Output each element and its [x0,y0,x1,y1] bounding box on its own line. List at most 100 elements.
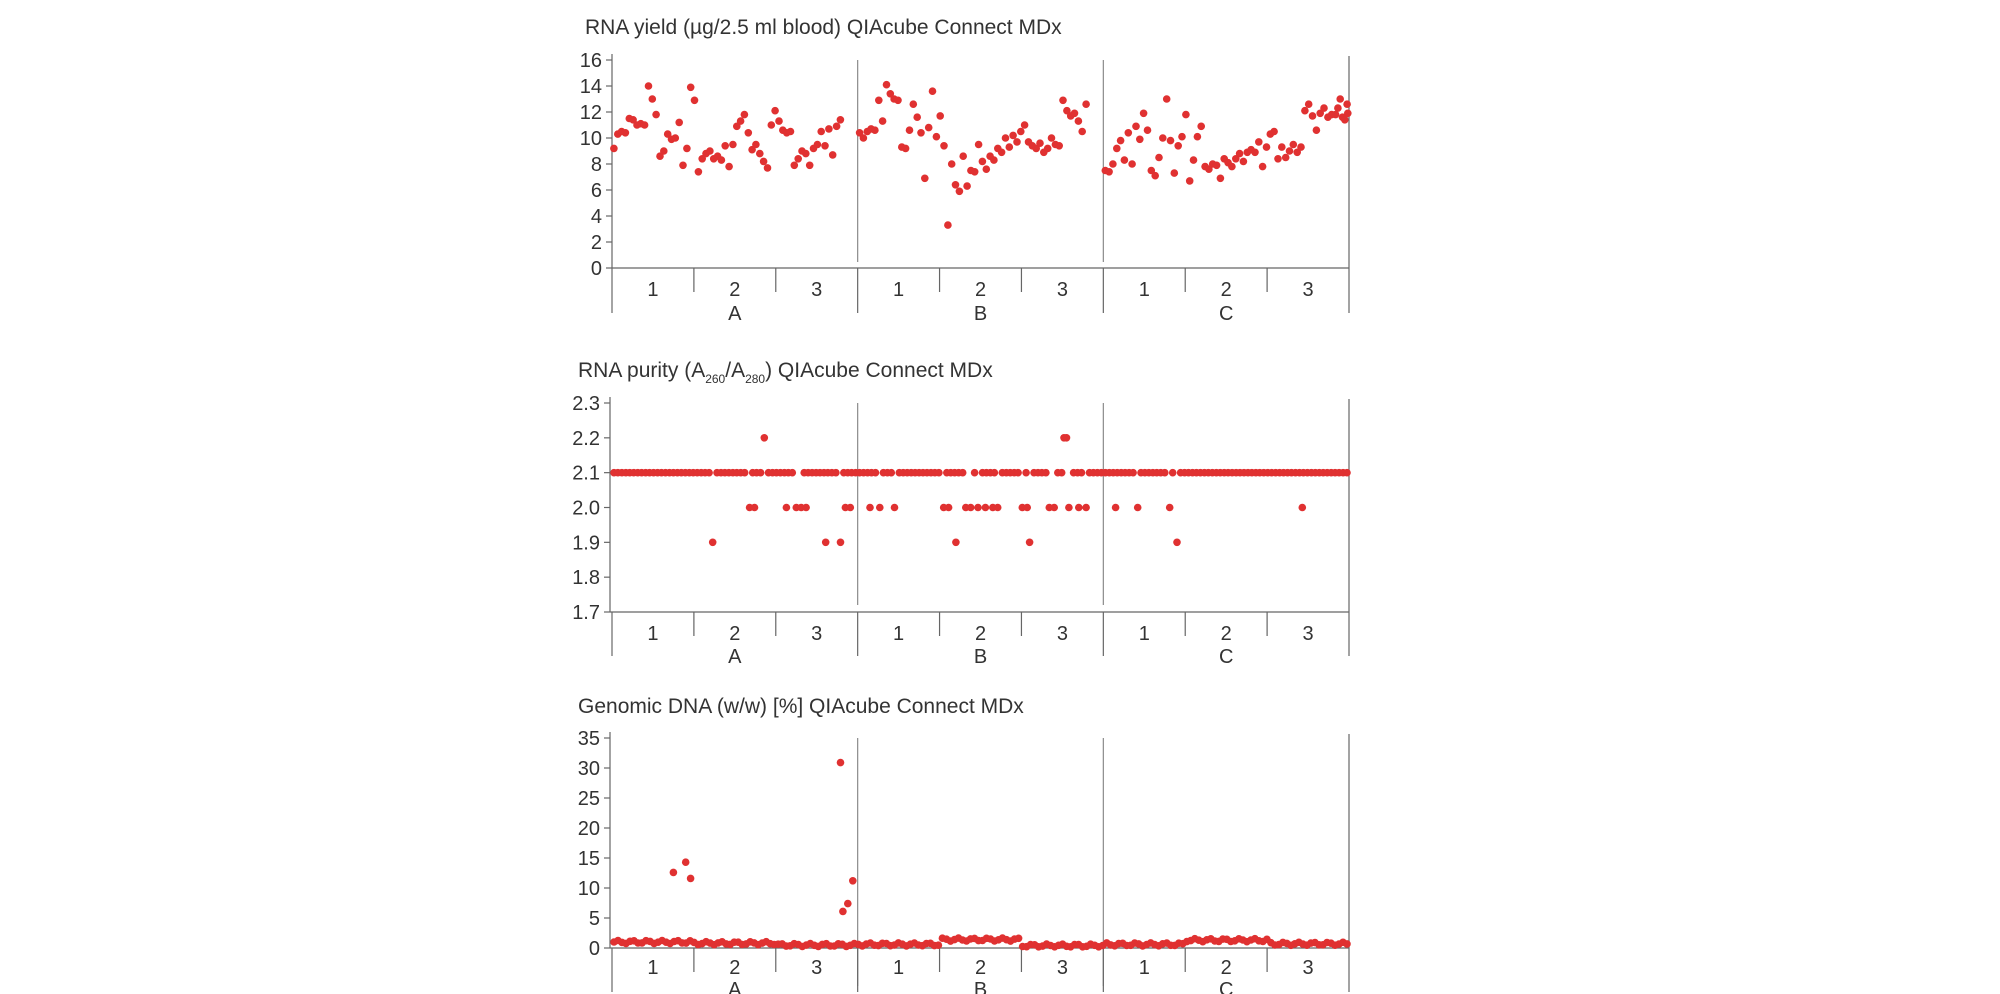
data-point [813,140,822,149]
y-tick-label: 30 [578,758,600,780]
data-point [1168,468,1177,477]
data-point [1047,134,1056,142]
data-point [947,160,956,168]
data-point [1017,127,1025,136]
data-point-outlier [1065,503,1073,512]
data-point [917,129,925,137]
data-point-outlier [1062,434,1071,442]
y-tick-label: 1.7 [572,602,600,624]
data-point [1082,100,1090,108]
chart-1-points [610,80,1352,229]
chart-1-title: RNA yield (µg/2.5 ml blood) QIAcube Conn… [585,16,1062,39]
data-point [656,152,664,160]
data-point [759,157,768,166]
data-point [767,121,776,129]
data-point [1055,142,1063,150]
x-tick-label-2: 2 [975,957,986,979]
y-tick-label: 4 [591,206,602,228]
data-point [1341,116,1349,124]
data-point-outlier [839,907,847,916]
data-point [771,106,779,115]
data-point [648,95,657,103]
data-point [1014,468,1022,477]
chart-2-title: RNA purity (A260/A280) QIAcube Connect M… [578,359,993,386]
y-tick-label: 5 [589,908,600,930]
data-point [1057,468,1066,477]
data-point [763,164,772,172]
group-label-C: C [1219,303,1233,325]
data-point [882,80,891,89]
data-point [671,134,680,142]
data-point [1304,100,1313,108]
data-point [1205,165,1213,173]
data-point [1166,136,1175,145]
data-point [1036,139,1044,147]
data-point [940,142,948,150]
data-point [1032,144,1040,153]
data-point [660,147,668,155]
data-point [1162,95,1171,103]
x-tick-label-3: 3 [1057,957,1068,979]
data-point [1074,117,1083,125]
data-point [1297,143,1305,151]
data-point [1170,169,1179,177]
data-point [1178,132,1186,141]
data-point [1001,134,1010,142]
data-point-outlier [966,503,975,512]
data-point [1077,468,1086,477]
data-point [1232,155,1240,163]
data-point [970,168,979,176]
chart-3-title: Genomic DNA (w/w) [%] QIAcube Connect MD… [578,695,1024,718]
data-point [1159,134,1167,142]
x-tick-label-2: 2 [1221,957,1232,979]
data-point [756,149,764,158]
chart-3-axes: 0 5 10 15 20 25 30 35 1 2 3 A 1 2 3 B 1 2 3 C [578,728,1350,994]
data-point [1059,96,1067,105]
data-point [1255,138,1263,146]
data-point [629,116,637,124]
data-point [1216,174,1225,183]
data-point [1005,143,1014,151]
data-point-outlier [1082,503,1090,512]
data-point [744,129,753,137]
y-tick-label: 2.1 [572,463,600,485]
data-point [610,144,618,153]
data-point-outlier [876,503,884,512]
y-tick-label: 0 [589,938,600,960]
data-point [736,117,745,125]
data-point-outlier [866,503,874,512]
data-point [1009,131,1017,140]
data-point [928,87,937,95]
group-label-A: A [728,979,742,994]
data-point [1120,156,1129,164]
data-point [1262,143,1271,151]
group-label-A: A [728,646,742,668]
data-point [740,110,749,119]
data-point [909,100,918,108]
data-point [963,182,971,190]
x-tick-label-2: 2 [1221,623,1232,645]
data-point [886,90,895,98]
y-tick-label: 16 [580,50,602,72]
data-point [698,155,706,163]
data-point [644,82,653,90]
chart-2-axes: 1.7 1.8 1.9 2.0 2.1 2.2 2.3 1 2 3 A 1 2 3 B 1 2 3 C [572,393,1350,668]
group-label-B: B [974,303,987,325]
data-point [1274,155,1282,163]
data-point [878,117,887,125]
data-point [1013,138,1021,146]
data-point-outlier [844,899,852,908]
data-point [1161,468,1169,477]
data-point [790,161,799,170]
data-point [1014,934,1023,943]
y-tick-label: 2.3 [572,393,600,415]
data-point [1239,157,1248,166]
data-point-outlier [821,538,830,547]
data-point-outlier [944,503,953,512]
data-point [1143,126,1152,134]
data-point [752,140,760,149]
data-point [1278,143,1286,151]
data-point [729,140,737,149]
data-point [1334,104,1342,112]
